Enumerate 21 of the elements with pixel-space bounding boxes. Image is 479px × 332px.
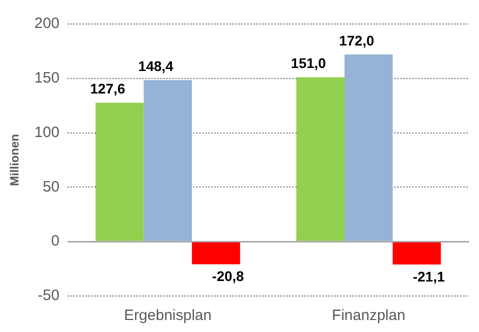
data-label: 151,0 [290, 55, 326, 72]
bar [96, 102, 144, 241]
x-tick-label: Ergebnisplan [124, 307, 212, 324]
y-tick-label: 150 [34, 70, 60, 87]
data-label: 172,0 [339, 32, 374, 48]
bar [144, 80, 192, 241]
y-tick-label: 0 [51, 232, 60, 250]
data-label: 148,4 [138, 58, 174, 74]
y-tick-label: 200 [34, 15, 60, 32]
x-tick-label: Finanzplan [332, 307, 406, 324]
data-label: -21,1 [412, 268, 445, 284]
bar [344, 54, 393, 241]
bar [192, 242, 240, 264]
y-tick-label: 50 [42, 178, 60, 196]
y-tick-label: 100 [34, 124, 60, 141]
bar [392, 242, 441, 265]
y-axis-title: Millionen [8, 134, 22, 186]
data-label: -20,8 [212, 268, 244, 284]
y-tick-label: -50 [38, 287, 60, 304]
data-label: 127,6 [90, 80, 126, 97]
bar [296, 77, 345, 241]
